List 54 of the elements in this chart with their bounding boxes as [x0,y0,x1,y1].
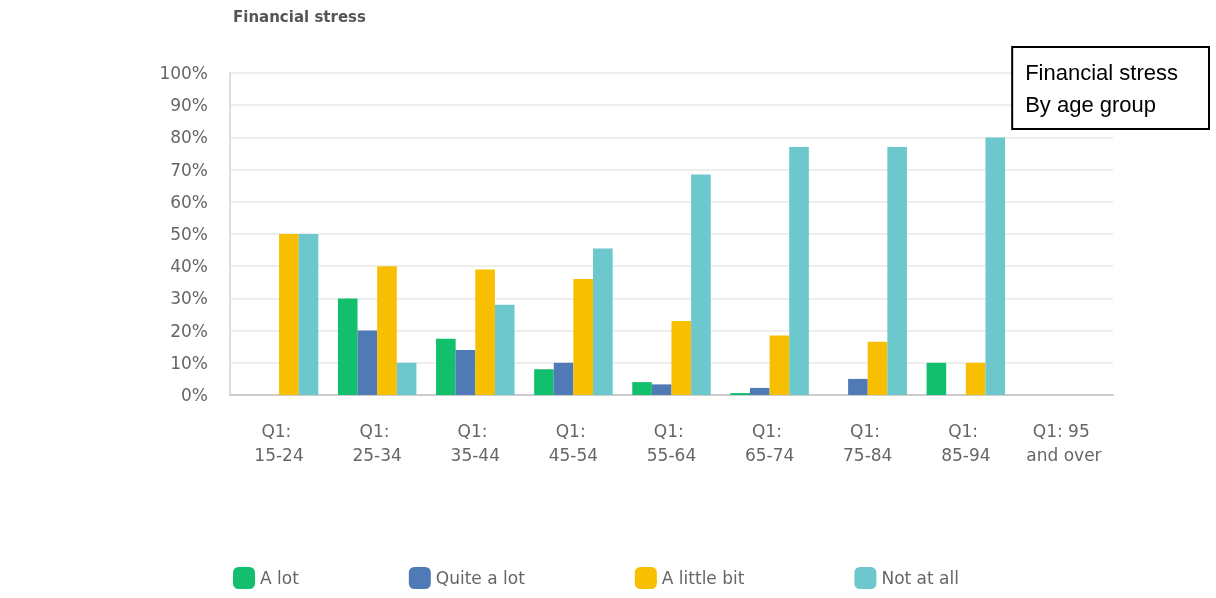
bar [279,234,299,395]
x-tick-label: Q1: 75-84 [843,421,893,465]
bar [357,330,378,395]
x-tick-label: Q1: 65-74 [744,421,795,465]
y-tick-label: 70% [170,159,208,180]
legend-label: A lot [260,568,300,588]
bar [593,248,613,395]
bar [553,362,574,395]
bar [985,137,1006,395]
chart-title: Financial stress [233,7,366,26]
bar [749,387,770,395]
bar [396,362,417,395]
chart-title: Financial stress [1025,59,1179,85]
x-tick-label: Q1: 15-24 [254,421,304,465]
x-tick-label: Q1: 35-44 [450,421,500,465]
y-tick-label: 0% [181,385,208,405]
bar [377,266,397,395]
y-tick-label: 20% [170,320,208,341]
bar [691,174,711,395]
legend-label: Not at all [881,568,959,588]
y-tick-label: 10% [170,352,208,373]
y-tick-label: 30% [170,288,208,309]
text: By age group [1025,91,1157,117]
x-tick-label: Q1: 85-94 [941,421,991,465]
y-tick-label: 80% [170,127,208,148]
x-tick-label: Q1: 55-64 [646,421,697,465]
bar [475,269,495,395]
y-tick-label: 60% [170,191,208,212]
y-tick-label: 40% [170,256,208,277]
y-tick-label: 50% [170,224,208,244]
x-tick-label: Q1: 45-54 [548,421,599,465]
y-tick-label: 90% [170,95,208,116]
bar [789,147,809,395]
bar [769,335,790,395]
bar [534,369,554,395]
bar [867,341,888,395]
bar [573,279,594,395]
bar [887,147,907,395]
x-tick-label: Q1: 95 and over [1026,421,1102,465]
legend-label: Quite a lot [435,568,526,588]
bar [436,338,456,395]
bar [926,362,947,395]
bar [965,362,986,395]
x-tick-label: Q1: 25-34 [352,421,402,465]
bar [651,384,672,395]
bar [848,378,868,395]
bar [455,349,476,395]
bar [671,320,692,395]
bar [494,304,515,395]
bar [632,382,652,395]
bar [298,234,319,395]
bar [337,298,358,395]
y-tick-label: 100% [159,63,208,83]
legend-label: A little bit [661,568,745,588]
